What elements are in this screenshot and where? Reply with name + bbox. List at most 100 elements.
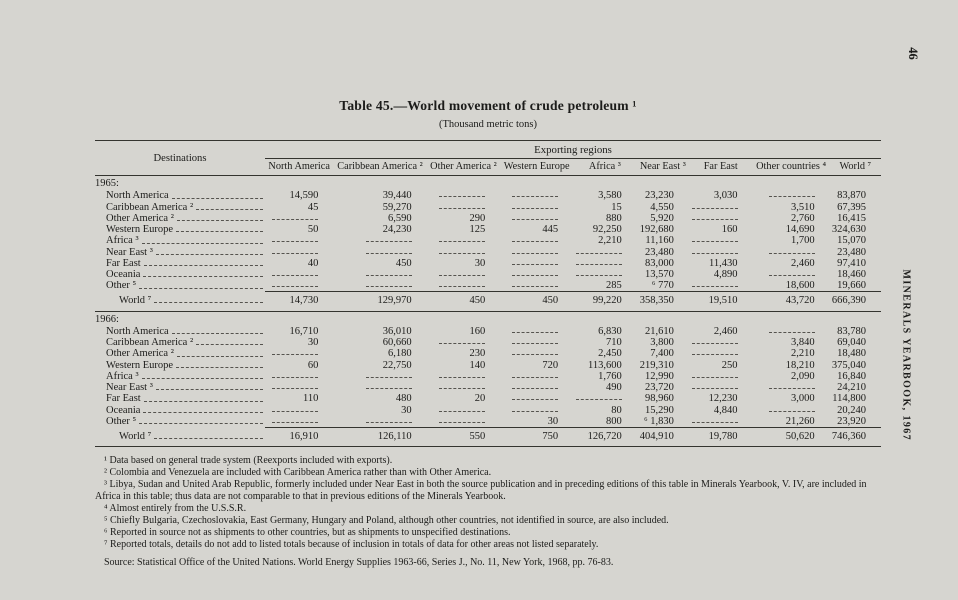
value-cell — [265, 405, 333, 416]
value-cell: 83,870 — [837, 190, 866, 202]
value-cell: 219,310 — [639, 359, 674, 371]
value-cell: 12,230 — [708, 393, 738, 405]
data-row: Caribbean America ² 30 60,660 710 3,800 3,840… — [95, 337, 881, 348]
value-cell: 97,410 — [837, 257, 866, 269]
value-cell — [265, 371, 333, 382]
value-cell: 99,220 — [573, 291, 637, 312]
empty-cell-dashes — [768, 387, 815, 390]
value-cell: 21,610 — [645, 325, 674, 337]
empty-cell-dashes — [365, 376, 412, 378]
value-cell — [689, 337, 753, 348]
value-cell — [265, 247, 333, 258]
empty-cell-dashes — [575, 398, 622, 401]
value-cell — [500, 393, 573, 404]
value-cell: 30 — [474, 257, 486, 269]
empty-cell-dashes — [512, 398, 559, 401]
value-cell — [573, 269, 637, 280]
value-cell: 14,590 — [289, 190, 319, 202]
empty-cell-dashes — [512, 252, 559, 254]
value-cell — [333, 235, 426, 246]
value-cell — [500, 371, 573, 382]
row-label-cell: North America — [95, 190, 265, 201]
value-cell: 2,090 — [791, 370, 815, 382]
empty-cell-dashes — [768, 331, 815, 333]
row-label: World ⁷ — [119, 430, 152, 442]
value-cell: 160 — [721, 224, 738, 236]
empty-cell-dashes — [439, 207, 486, 209]
row-label-cell: World ⁷ — [95, 427, 265, 448]
empty-cell-dashes — [272, 376, 319, 378]
value-cell: ⁶ 1,830 — [643, 415, 674, 427]
empty-cell-dashes — [439, 274, 486, 276]
scanned-page-content: Table 45.—World movement of crude petrol… — [95, 98, 881, 568]
empty-cell-dashes — [512, 207, 559, 209]
value-cell: 18,600 — [785, 280, 815, 292]
value-cell — [753, 382, 830, 393]
row-label: Near East ³ — [106, 246, 153, 258]
empty-cell-dashes — [512, 387, 559, 390]
value-cell: 490 — [605, 382, 622, 394]
value-cell — [427, 190, 501, 201]
value-cell: 4,840 — [713, 404, 738, 416]
dot-leader — [176, 366, 263, 368]
value-cell: 7,400 — [650, 348, 674, 360]
value-cell — [689, 348, 753, 359]
running-title: MINERALS YEARBOOK, 1967 — [900, 269, 912, 442]
value-cell: 13,570 — [645, 268, 674, 280]
value-cell: 19,660 — [837, 280, 866, 292]
empty-cell-dashes — [768, 252, 815, 254]
data-row: Oceania 30 80 15,290 4,840 20,240 — [95, 405, 881, 416]
value-cell — [689, 280, 753, 292]
value-cell — [427, 337, 501, 348]
empty-cell-dashes — [512, 342, 559, 345]
value-cell: 80 — [611, 404, 622, 416]
value-cell: 11,160 — [645, 235, 674, 247]
empty-cell-dashes — [512, 285, 559, 288]
row-label-cell: Far East — [95, 393, 265, 404]
empty-cell-dashes — [272, 353, 319, 356]
row-label: Other ⁵ — [106, 280, 137, 292]
value-cell: 4,890 — [713, 268, 738, 280]
empty-cell-dashes — [512, 195, 559, 198]
source-line: Source: Statistical Office of the United… — [104, 557, 614, 569]
value-cell: 16,415 — [837, 212, 866, 224]
empty-cell-dashes — [768, 195, 815, 198]
value-cell — [427, 280, 501, 292]
value-cell: 2,450 — [598, 348, 622, 360]
dot-leader — [155, 389, 263, 391]
row-label: Western Europe — [106, 224, 174, 236]
value-cell: 16,840 — [837, 370, 866, 382]
footnotes: ¹ Data based on general trade system (Re… — [95, 455, 881, 551]
value-cell: 14,730 — [265, 291, 334, 312]
value-cell: 750 — [500, 427, 574, 448]
year-label: 1966: — [95, 313, 119, 325]
empty-cell-dashes — [512, 274, 559, 276]
dot-leader — [143, 264, 263, 266]
column-header: Far East — [688, 158, 753, 177]
value-cell — [500, 247, 573, 258]
value-cell: 140 — [469, 359, 486, 371]
data-row: North America 16,710 36,010 160 6,830 21,610 2… — [95, 326, 881, 337]
dot-leader — [176, 231, 263, 233]
table-head: Destinations Exporting regions North Ame… — [95, 140, 881, 177]
value-cell: 14,690 — [785, 224, 815, 236]
empty-cell-dashes — [691, 252, 738, 254]
value-cell: 18,480 — [837, 348, 866, 360]
value-cell: 720 — [542, 359, 559, 371]
value-cell — [333, 382, 426, 393]
value-cell: 126,110 — [333, 427, 427, 448]
value-cell — [753, 269, 830, 280]
value-cell: 60,660 — [382, 337, 412, 349]
row-label: Caribbean America ² — [106, 337, 194, 349]
footnote: ⁴ Almost entirely from the U.S.S.R. — [104, 503, 247, 515]
value-cell: 160 — [469, 325, 486, 337]
dot-leader — [143, 276, 263, 278]
row-label: Oceania — [106, 404, 141, 416]
empty-cell-dashes — [272, 285, 319, 288]
value-cell: 3,580 — [598, 190, 622, 202]
data-row: Other America ² 6,590 290 880 5,920 2,760 16,4… — [95, 213, 881, 224]
value-cell: 21,260 — [785, 415, 815, 427]
value-cell — [265, 235, 333, 246]
empty-cell-dashes — [365, 421, 412, 423]
footnote: ⁶ Reported in source not as shipments to… — [104, 527, 511, 539]
